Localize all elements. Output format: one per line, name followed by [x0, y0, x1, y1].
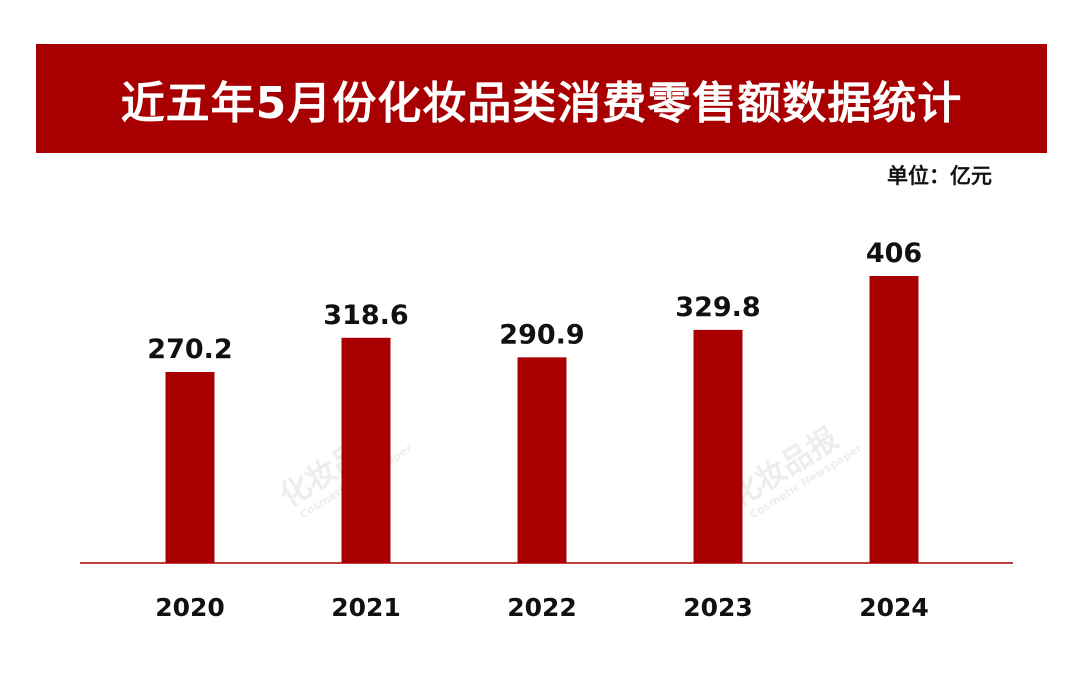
- chart-title: 近五年5月份化妆品类消费零售额数据统计: [120, 77, 963, 129]
- bar-2024: [869, 276, 919, 563]
- bar-2021: [341, 337, 391, 563]
- value-label-2022: 290.9: [499, 319, 584, 350]
- bar-2022: [517, 357, 567, 563]
- value-label-2020: 270.2: [147, 334, 232, 365]
- bar-2023: [693, 329, 743, 563]
- bar-2020: [165, 371, 215, 563]
- value-label-2021: 318.6: [323, 300, 408, 331]
- bars-group: 270.2 2020 318.6 2021 290.9 2022 329.8 2023 406 2…: [147, 238, 929, 622]
- title-banner: 近五年5月份化妆品类消费零售额数据统计: [36, 44, 1047, 153]
- category-label-2022: 2022: [507, 593, 577, 622]
- category-label-2023: 2023: [683, 593, 753, 622]
- category-label-2020: 2020: [155, 593, 225, 622]
- category-label-2024: 2024: [859, 593, 929, 622]
- unit-label: 单位：亿元: [887, 164, 992, 188]
- value-label-2023: 329.8: [675, 292, 760, 323]
- category-label-2021: 2021: [331, 593, 401, 622]
- value-label-2024: 406: [866, 238, 922, 269]
